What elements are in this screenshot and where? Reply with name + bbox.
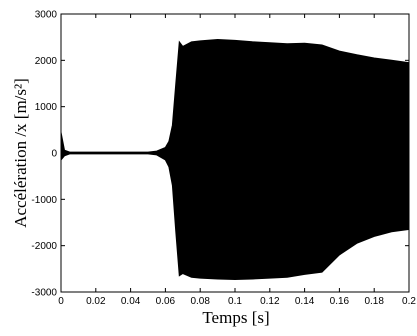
x-tick-label: 0: [58, 296, 64, 307]
y-axis-title: Accélération /x [m/s²]: [11, 78, 30, 228]
axes: 0 0.02 0.04 0.06 0.08 0.1 0.12 0.14 0.16 0.18 0.2 -…: [31, 10, 416, 308]
x-tick-label: 0.18: [364, 296, 384, 307]
y-tick-label: -3000: [31, 288, 57, 299]
x-tick-label: 0.14: [295, 296, 315, 307]
x-tick-label: 0.16: [330, 296, 350, 307]
y-tick-label: 1000: [35, 102, 58, 113]
x-tick-label: 0.2: [402, 296, 416, 307]
y-tick-label: 0: [51, 149, 57, 160]
x-tick-label: 0.12: [260, 296, 280, 307]
y-tick-label: -1000: [31, 195, 57, 206]
x-tick-label: 0.1: [228, 296, 242, 307]
x-tick-label: 0.08: [190, 296, 210, 307]
y-tick-label: -2000: [31, 241, 57, 252]
y-tick-label: 2000: [35, 56, 58, 67]
x-tick-label: 0.02: [86, 296, 106, 307]
y-tick-label: 3000: [35, 10, 58, 21]
x-axis-title: Temps [s]: [202, 308, 269, 327]
x-tick-label: 0.04: [121, 296, 141, 307]
plot-area: [60, 14, 410, 292]
x-tick-label: 0.06: [156, 296, 176, 307]
